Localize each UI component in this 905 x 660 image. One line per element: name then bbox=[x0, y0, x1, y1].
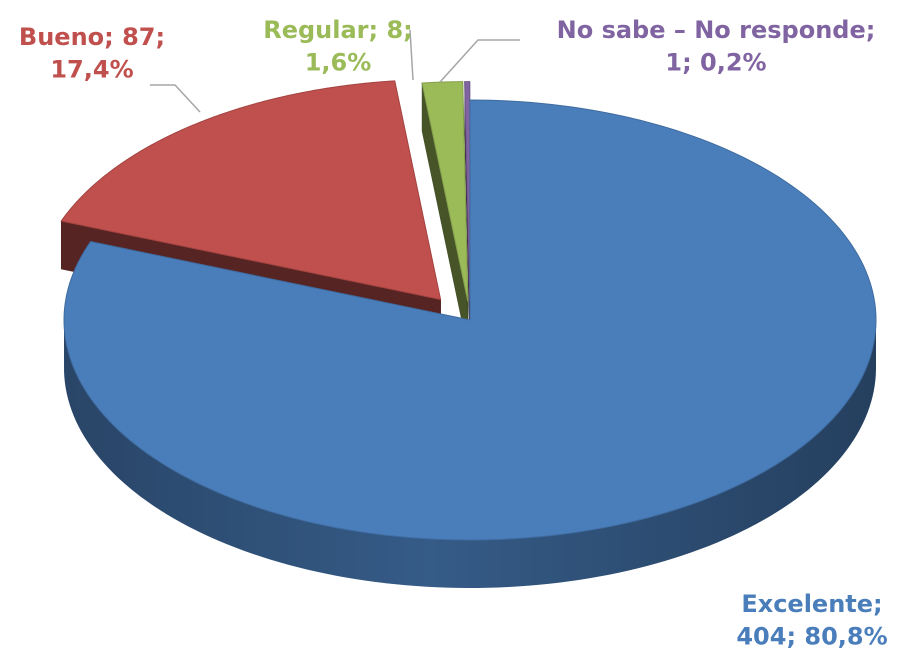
data-label-regular: Regular; 8; 1,6% bbox=[263, 16, 413, 76]
data-label-bueno: Bueno; 87; 17,4% bbox=[19, 23, 165, 83]
data-label-line: Bueno; 87; bbox=[19, 23, 165, 51]
slice-top-excelente bbox=[63, 99, 877, 541]
data-label-line: 1,6% bbox=[305, 48, 372, 76]
slice-top-regular bbox=[421, 81, 469, 302]
data-label-line: 1; 0,2% bbox=[665, 48, 766, 76]
slice-regular bbox=[421, 81, 469, 350]
data-label-line: No sabe – No responde; bbox=[557, 16, 876, 44]
slice-top-bueno bbox=[60, 80, 442, 301]
slice-top-no-sabe-no-responde bbox=[464, 81, 471, 302]
slice-side-excelente bbox=[64, 318, 876, 588]
leader-line-no-sabe-no-responde bbox=[439, 39, 520, 83]
data-label-line: Excelente; bbox=[741, 590, 882, 618]
data-label-line: 17,4% bbox=[50, 55, 133, 83]
data-label-line: Regular; 8; bbox=[263, 16, 413, 44]
slice-excelente bbox=[63, 99, 877, 588]
leader-line-regular bbox=[409, 29, 414, 81]
data-label-no-sabe-no-responde: No sabe – No responde; 1; 0,2% bbox=[557, 16, 876, 76]
data-label-excelente: Excelente; 404; 80,8% bbox=[736, 590, 887, 650]
data-label-line: 404; 80,8% bbox=[736, 622, 887, 650]
leader-line-bueno bbox=[150, 84, 201, 113]
